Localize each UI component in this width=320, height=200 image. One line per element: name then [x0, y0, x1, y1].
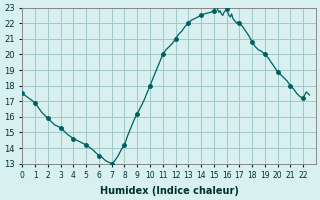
X-axis label: Humidex (Indice chaleur): Humidex (Indice chaleur): [100, 186, 239, 196]
